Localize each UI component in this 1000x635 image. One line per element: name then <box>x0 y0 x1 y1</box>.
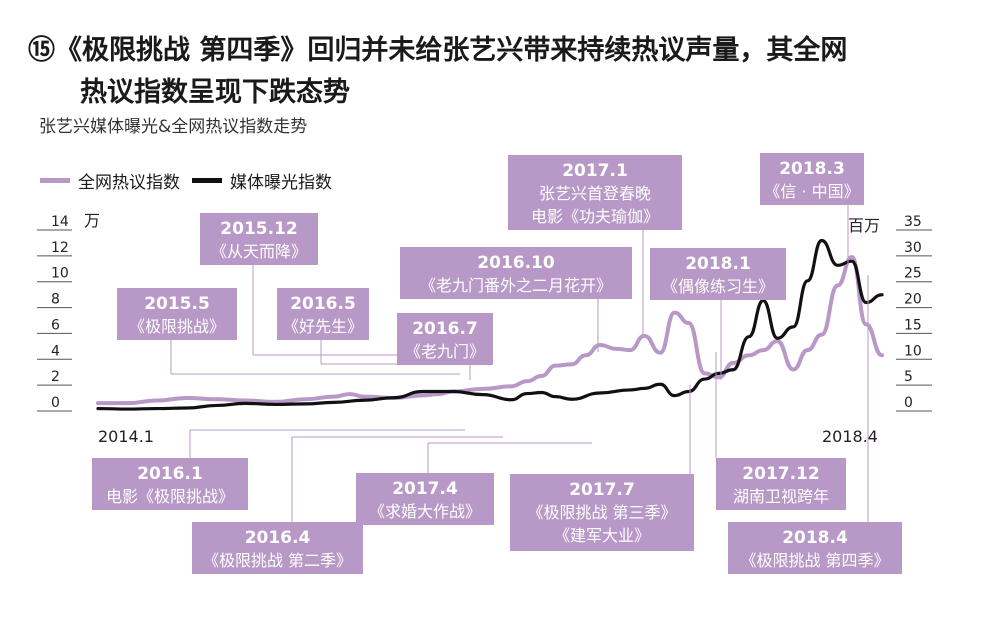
annotation-box <box>117 288 237 340</box>
annotation-text: 《信 · 中国》 <box>764 182 859 201</box>
annotation-box <box>510 474 694 551</box>
right-axis-tick-label: 35 <box>904 214 922 230</box>
annotation-2016-10: 2016.10 《老九门番外之二月花开》 <box>400 247 632 352</box>
annotation-text: 《求婚大作战》 <box>369 502 481 521</box>
annotation-date: 2018.1 <box>685 254 751 274</box>
page-title-line-1: ⑮《极限挑战 第四季》回归并未给张艺兴带来持续热议声量，其全网 <box>28 35 848 66</box>
annotation-date: 2017.12 <box>742 464 819 484</box>
left-axis-tick-label: 6 <box>51 317 60 333</box>
chart-legend: 全网热议指数 媒体曝光指数 <box>40 168 344 193</box>
legend-item-hot-index: 全网热议指数 <box>40 168 180 193</box>
annotation-date: 2018.4 <box>782 528 848 548</box>
annotation-text: 《偶像练习生》 <box>662 277 774 296</box>
annotation-box <box>192 522 363 574</box>
annotation-2016-7: 2016.7 《老九门》 <box>397 313 493 380</box>
left-axis-unit-label: 万 <box>84 211 100 230</box>
right-axis-unit-label: 百万 <box>848 216 880 235</box>
legend-swatch-purple <box>40 178 70 183</box>
annotation-2015-5: 2015.5 《极限挑战》 <box>117 288 460 375</box>
annotation-text: 张艺兴首登春晚 <box>539 184 651 203</box>
annotation-date: 2017.1 <box>562 161 628 181</box>
annotation-2016-4: 2016.4 《极限挑战 第二季》 <box>192 436 503 574</box>
annotation-2016-1: 2016.1 电影《极限挑战》 <box>92 429 465 510</box>
legend-item-media-index: 媒体曝光指数 <box>192 168 332 193</box>
series-line-hot-index <box>96 255 884 406</box>
left-axis-tick-label: 10 <box>51 266 69 282</box>
right-axis-tick-label: 20 <box>904 292 922 308</box>
annotation-text: 《极限挑战 第二季》 <box>203 551 352 570</box>
annotation-date: 2018.3 <box>779 159 845 179</box>
left-axis-tick-label: 2 <box>51 369 60 385</box>
legend-swatch-black <box>192 178 222 183</box>
annotation-box <box>397 313 493 365</box>
annotation-text: 《极限挑战》 <box>129 317 225 336</box>
annotation-2018-4: 2018.4 《极限挑战 第四季》 <box>728 275 902 574</box>
annotation-date: 2017.4 <box>392 479 458 499</box>
annotation-date: 2016.10 <box>477 253 555 273</box>
annotation-box <box>508 155 682 230</box>
right-axis-tick-label: 0 <box>904 395 913 411</box>
annotation-2018-1: 2018.1 《偶像练习生》 <box>650 248 786 380</box>
annotation-text: 《好先生》 <box>283 317 363 336</box>
left-axis-tick-label: 0 <box>51 395 60 411</box>
series-line-media-index <box>96 238 884 411</box>
x-axis-start-label: 2014.1 <box>98 427 154 446</box>
annotation-box <box>728 522 902 574</box>
left-axis-tick-label: 14 <box>51 214 69 230</box>
legend-label-hot-index: 全网热议指数 <box>78 173 180 193</box>
annotation-2015-12: 2015.12 《从天而降》 <box>200 213 425 356</box>
left-axis-tick-label: 4 <box>51 343 60 359</box>
right-axis-tick-label: 25 <box>904 266 922 282</box>
annotation-box <box>716 458 846 510</box>
annotation-2016-5: 2016.5 《好先生》 <box>277 288 462 365</box>
annotation-box <box>200 213 318 265</box>
right-axis-tick-label: 30 <box>904 240 922 256</box>
right-axis-tick-label: 5 <box>904 369 913 385</box>
annotation-box <box>356 473 494 525</box>
left-axis-tick-label: 12 <box>51 240 69 256</box>
annotation-text: 电影《极限挑战》 <box>106 487 234 506</box>
left-axis-tick-label: 8 <box>51 292 60 308</box>
annotation-date: 2016.4 <box>245 528 311 548</box>
annotation-box <box>277 288 369 340</box>
annotation-date: 2016.7 <box>412 319 478 339</box>
annotation-date: 2016.1 <box>137 464 203 484</box>
annotation-text-2: 电影《功夫瑜伽》 <box>531 207 659 226</box>
annotation-2018-3: 2018.3 《信 · 中国》 <box>760 153 864 264</box>
annotation-box <box>400 247 632 299</box>
annotation-text: 《从天而降》 <box>211 242 307 261</box>
annotation-date: 2015.12 <box>220 219 297 239</box>
page-title-line-2: 热议指数呈现下跌态势 <box>80 77 350 108</box>
legend-label-media-index: 媒体曝光指数 <box>230 173 332 193</box>
right-axis-tick-label: 15 <box>904 317 922 333</box>
right-axis-tick-label: 10 <box>904 343 922 359</box>
annotation-text: 《老九门》 <box>405 342 485 361</box>
annotation-2017-4: 2017.4 《求婚大作战》 <box>356 442 592 525</box>
annotation-2017-7: 2017.7 《极限挑战 第三季》《建军大业》 <box>510 385 694 551</box>
annotation-date: 2015.5 <box>144 294 210 314</box>
annotation-date: 2016.5 <box>290 294 356 314</box>
annotation-text: 湖南卫视跨年 <box>733 487 829 506</box>
annotation-text: 《极限挑战 第三季》 <box>527 503 676 522</box>
x-axis-end-label: 2018.4 <box>822 427 878 446</box>
chart-subtitle: 张艺兴媒体曝光&全网热议指数走势 <box>39 117 308 137</box>
annotation-date: 2017.7 <box>569 480 635 500</box>
annotation-box <box>650 248 786 300</box>
annotation-2017-12: 2017.12 湖南卫视跨年 <box>715 352 846 510</box>
annotation-box <box>760 153 864 205</box>
annotation-box <box>92 458 248 510</box>
title-block: ⑮《极限挑战 第四季》回归并未给张艺兴带来持续热议声量，其全网 热议指数呈现下跌… <box>28 30 847 114</box>
annotation-text: 《极限挑战 第四季》 <box>740 551 889 570</box>
annotation-text-2: 《建军大业》 <box>554 526 650 545</box>
annotation-text: 《老九门番外之二月花开》 <box>420 276 612 295</box>
